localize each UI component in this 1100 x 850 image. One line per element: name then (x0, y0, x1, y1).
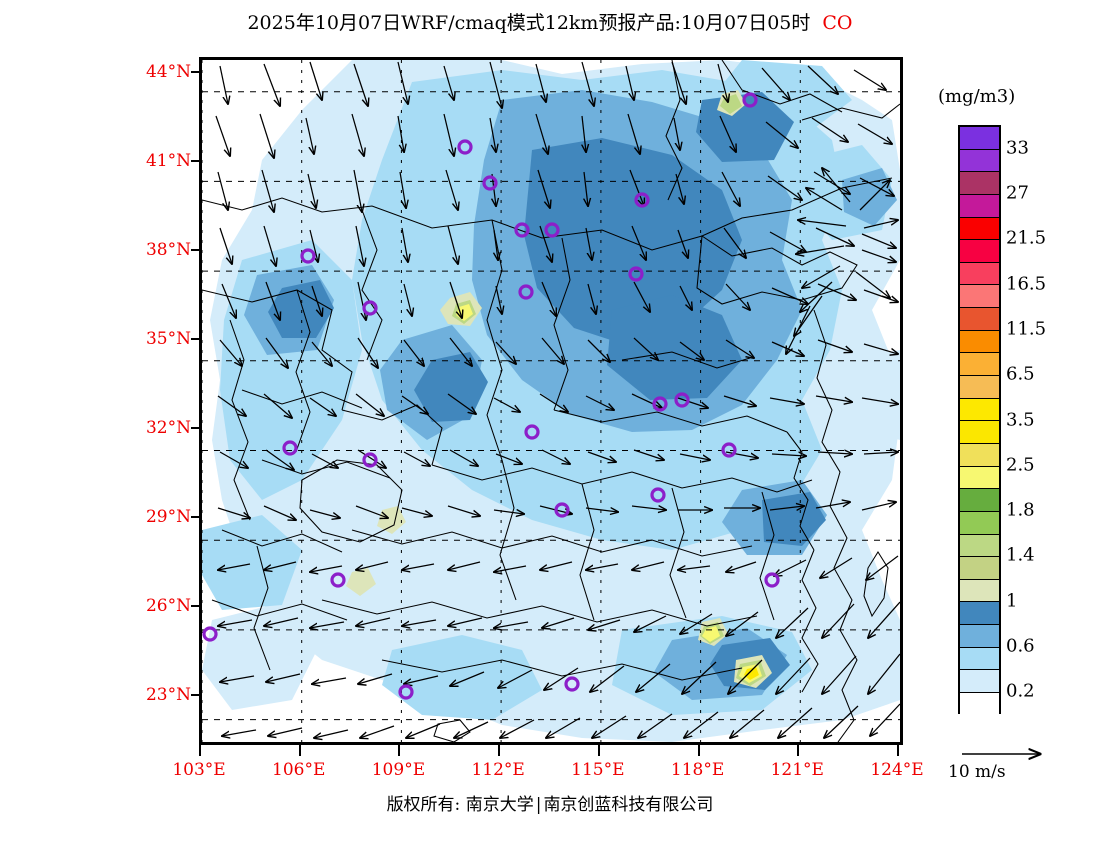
colorbar-tick-label: 33 (1006, 137, 1029, 159)
colorbar-band (960, 127, 999, 150)
x-axis-tick-label: 112°E (471, 760, 525, 780)
colorbar-band (960, 602, 999, 626)
colorbar-tick-label: 0.2 (1006, 680, 1035, 702)
colorbar-band (960, 625, 999, 648)
province-boundaries (202, 60, 900, 742)
footer-separator: | (535, 795, 542, 815)
y-axis-tick-label: 32°N (145, 417, 191, 438)
y-axis-tick (191, 515, 202, 518)
x-axis-tick (199, 745, 201, 756)
y-axis-tick (191, 248, 202, 251)
copyright-text: 版权所有: 南京大学 (386, 795, 534, 815)
x-axis-tick (398, 745, 401, 756)
colorbar-tick-label: 1.8 (1006, 499, 1035, 521)
x-axis-tick-label: 118°E (670, 760, 725, 780)
colorbar[interactable] (958, 125, 1001, 716)
x-axis-tick-label: 109°E (371, 760, 426, 780)
x-axis-tick-label: 121°E (770, 760, 824, 780)
x-axis-tick (498, 745, 501, 756)
species-label: CO (822, 12, 853, 34)
y-axis-labels: 44°N 41°N 38°N 35°N 32°N 29°N 26°N 23°N (95, 57, 191, 745)
y-axis-tick (191, 159, 202, 162)
colorbar-labels: 33 27 21.5 16.5 11.5 6.5 3.5 2.5 1.8 1.4 1 0.6 0.2 (1006, 125, 1100, 714)
y-axis-tick (191, 70, 202, 73)
colorbar-band (960, 557, 999, 580)
colorbar-band (960, 647, 999, 671)
x-axis-tick-label: 124°E (870, 760, 924, 780)
y-axis-tick-label: 23°N (145, 684, 191, 705)
colorbar-band (960, 240, 999, 263)
map-canvas (202, 60, 900, 742)
y-axis-tick (191, 426, 202, 429)
colorbar-band (960, 308, 999, 331)
wind-scale-key: 10 m/s (948, 742, 1088, 792)
colorbar-band (960, 670, 999, 694)
colorbar-band (960, 693, 999, 716)
x-axis-tick-label: 103°E (172, 760, 226, 780)
colorbar-band (960, 285, 999, 309)
wind-arrow-icon (962, 746, 1052, 764)
colorbar-band (960, 376, 999, 399)
colorbar-tick-label: 27 (1006, 182, 1029, 204)
colorbar-tick-label: 2.5 (1006, 454, 1035, 476)
colorbar-band (960, 534, 999, 558)
y-axis-tick-label: 26°N (145, 595, 191, 616)
y-axis-tick-label: 38°N (145, 239, 191, 260)
wind-vectors (215, 61, 900, 738)
title-text: 2025年10月07日WRF/cmaq模式12km预报产品:10月07日05时 (247, 12, 811, 34)
colorbar-tick-label: 0.6 (1006, 635, 1035, 657)
forecast-map[interactable] (199, 57, 903, 745)
x-axis-tick (697, 745, 700, 756)
colorbar-tick-label: 16.5 (1006, 273, 1047, 295)
colorbar-band (960, 172, 999, 195)
page-title: 2025年10月07日WRF/cmaq模式12km预报产品:10月07日05时 C… (0, 8, 1100, 35)
x-axis-tick (298, 745, 301, 756)
colorbar-band (960, 353, 999, 377)
colorbar-band (960, 330, 999, 354)
colorbar-band (960, 262, 999, 286)
colorbar-tick-label: 6.5 (1006, 363, 1035, 385)
colorbar-band (960, 489, 999, 512)
colorbar-band (960, 217, 999, 241)
y-axis-tick-label: 41°N (145, 150, 191, 171)
wind-scale-label: 10 m/s (948, 762, 1006, 782)
colorbar-band (960, 194, 999, 218)
colorbar-band (960, 149, 999, 173)
colorbar-band (960, 398, 999, 422)
y-axis-tick (191, 337, 202, 340)
y-axis-tick (191, 693, 202, 696)
y-axis-tick (191, 604, 202, 607)
colorbar-tick-label: 3.5 (1006, 409, 1035, 430)
colorbar-band (960, 511, 999, 535)
footer-credit: 版权所有: 南京大学 | 南京创蓝科技有限公司 (0, 790, 1100, 815)
x-axis-tick (897, 745, 899, 756)
city-markers (202, 92, 780, 700)
colorbar-band (960, 579, 999, 603)
x-axis-tick-label: 106°E (272, 760, 326, 780)
colorbar-tick-label: 1 (1006, 590, 1018, 612)
x-axis-labels: 103°E 106°E 109°E 112°E 115°E 118°E 121°E 124°E (172, 760, 923, 790)
x-axis-tick-label: 115°E (571, 760, 625, 780)
company-text: 南京创蓝科技有限公司 (543, 795, 714, 815)
y-axis-tick-label: 35°N (145, 328, 191, 349)
y-axis-tick-label: 44°N (145, 61, 191, 82)
x-axis-tick (797, 745, 800, 756)
colorbar-band (960, 466, 999, 490)
colorbar-tick-label: 1.4 (1006, 544, 1035, 566)
colorbar-tick-label: 21.5 (1006, 227, 1047, 249)
y-axis-tick-label: 29°N (145, 506, 191, 527)
colorbar-band (960, 421, 999, 444)
colorbar-tick-label: 11.5 (1006, 318, 1047, 340)
x-axis-tick (597, 745, 600, 756)
colorbar-band (960, 443, 999, 467)
colorbar-units: (mg/m3) (938, 86, 1016, 107)
